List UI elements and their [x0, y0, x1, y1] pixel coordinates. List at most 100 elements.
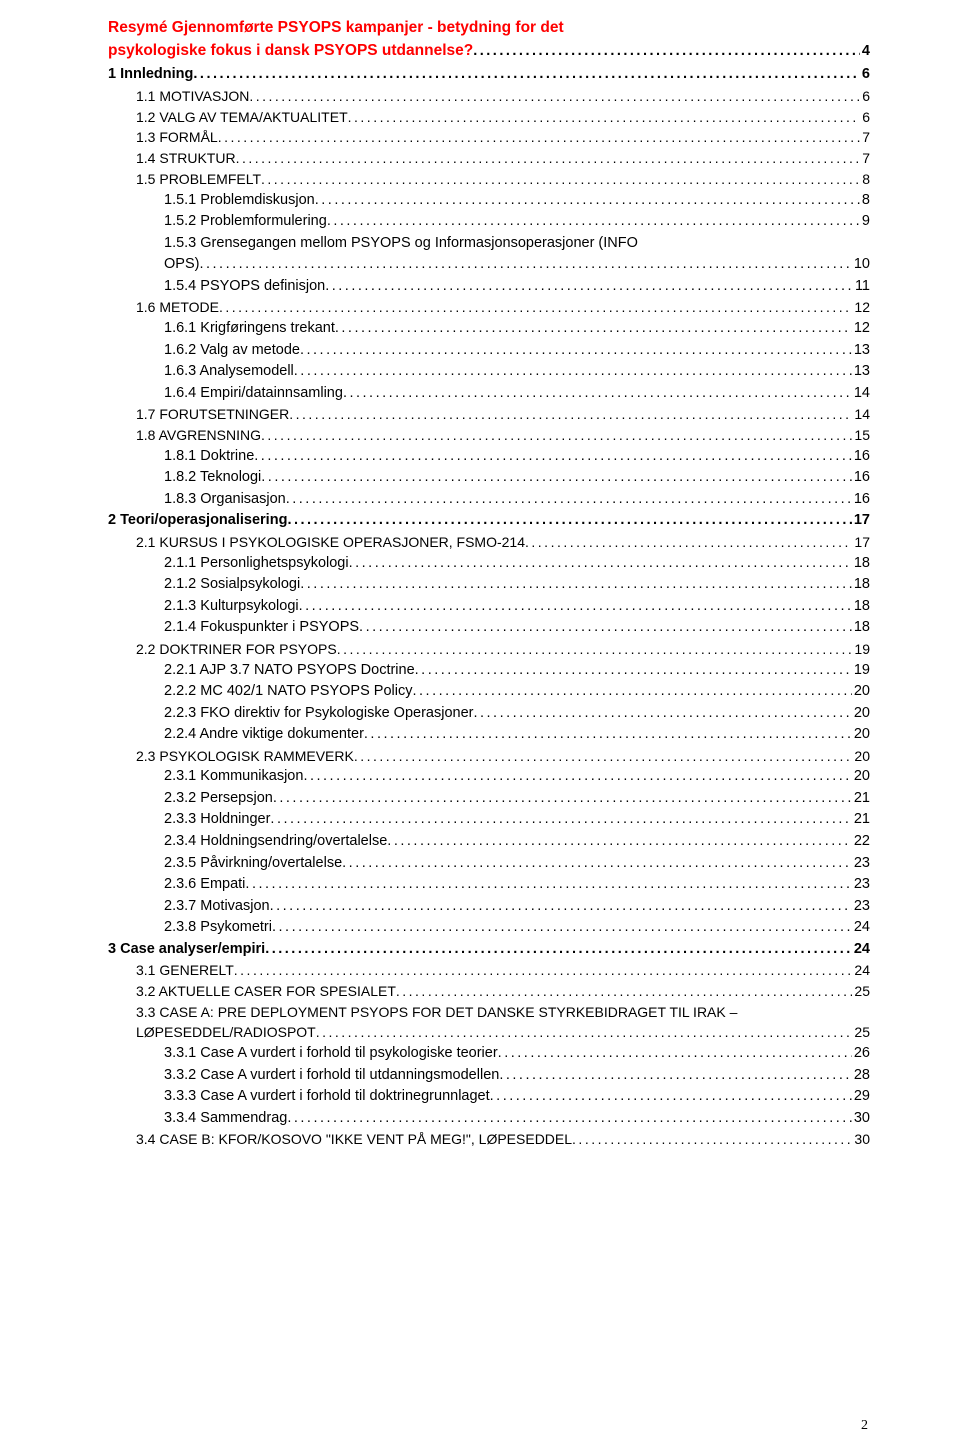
toc-leader — [261, 467, 852, 488]
toc-leader — [359, 617, 852, 638]
toc-leader — [287, 510, 851, 531]
toc-leader — [245, 874, 851, 895]
toc-page: 23 — [852, 853, 870, 874]
toc-label: 2.3.2 Persepsjon — [164, 788, 273, 809]
toc-label: 1.3 FORMÅL — [136, 127, 218, 147]
toc-page: 16 — [852, 467, 870, 488]
toc-entry: 1.2 VALG AV TEMA/AKTUALITET6 — [136, 107, 870, 127]
toc-label: 2.3.3 Holdninger — [164, 809, 270, 830]
toc-label: 2.2.1 AJP 3.7 NATO PSYOPS Doctrine — [164, 660, 415, 681]
toc-entry: 1.5.2 Problemformulering9 — [164, 211, 870, 232]
toc-leader — [270, 809, 851, 830]
toc-page: 30 — [852, 1108, 870, 1129]
toc-entry: 1.6 METODE12 — [136, 297, 870, 317]
toc-container: Resymé Gjennomførte PSYOPS kampanjer - b… — [108, 18, 870, 1150]
toc-entry: 2.2.2 MC 402/1 NATO PSYOPS Policy20 — [164, 681, 870, 702]
toc-entry: 2.3.4 Holdningsendring/overtalelse 22 — [164, 831, 870, 852]
toc-leader — [286, 489, 852, 510]
toc-leader — [499, 1065, 852, 1086]
toc-title-line-2: psykologiske fokus i dansk PSYOPS utdann… — [108, 41, 870, 64]
toc-leader — [219, 297, 852, 317]
toc-label: 1.6.4 Empiri/datainnsamling — [164, 383, 343, 404]
toc-page: 12 — [852, 318, 870, 339]
toc-page: 12 — [852, 297, 870, 317]
toc-label: 1.8.3 Organisasjon — [164, 489, 286, 510]
toc-leader — [218, 127, 861, 147]
toc-entry: 2.1.1 Personlighetspsykologi18 — [164, 553, 870, 574]
toc-label: 3.3.1 Case A vurdert i forhold til psyko… — [164, 1043, 498, 1064]
toc-entry: 2.3.8 Psykometri 24 — [164, 917, 870, 938]
toc-leader — [300, 340, 852, 361]
toc-leader — [236, 148, 861, 168]
toc-entry: 3 Case analyser/empiri24 — [108, 939, 870, 960]
toc-leader — [273, 788, 852, 809]
toc-label: 1.5.1 Problemdiskusjon — [164, 190, 315, 211]
toc-leader — [249, 86, 860, 106]
toc-leader — [254, 446, 852, 467]
toc-entry: 2.1 KURSUS I PSYKOLOGISKE OPERASJONER, F… — [136, 532, 870, 552]
toc-entry: 1.8.2 Teknologi16 — [164, 467, 870, 488]
toc-page: 20 — [852, 766, 870, 787]
toc-entry: 3.3.3 Case A vurdert i forhold til doktr… — [164, 1086, 870, 1107]
toc-entry: 3.3.1 Case A vurdert i forhold til psyko… — [164, 1043, 870, 1064]
toc-label: 1.6.2 Valg av metode — [164, 340, 300, 361]
toc-page: 20 — [852, 724, 870, 745]
toc-label: 1.8.1 Doktrine — [164, 446, 254, 467]
toc-page: 17 — [852, 532, 870, 552]
toc-leader — [335, 318, 852, 339]
toc-page: 18 — [852, 596, 870, 617]
toc-label: 1.6.1 Krigføringens trekant — [164, 318, 335, 339]
toc-entry: 1.6.1 Krigføringens trekant 12 — [164, 318, 870, 339]
toc-page: 16 — [852, 446, 870, 467]
toc-leader — [287, 1108, 852, 1129]
toc-label: 3.3.4 Sammendrag — [164, 1108, 287, 1129]
toc-page: 19 — [852, 660, 870, 681]
toc-entry-continuation: OPS)10 — [164, 254, 870, 275]
toc-label: 1.7 FORUTSETNINGER — [136, 404, 289, 424]
toc-entry: 2.3.7 Motivasjon 23 — [164, 896, 870, 917]
toc-leader — [525, 532, 852, 552]
toc-label: 1.4 STRUKTUR — [136, 148, 236, 168]
toc-label: 3.2 AKTUELLE CASER FOR SPESIALET — [136, 981, 396, 1001]
toc-page: 8 — [860, 169, 870, 189]
toc-label: 3.3.2 Case A vurdert i forhold til utdan… — [164, 1065, 499, 1086]
toc-page: 24 — [852, 939, 870, 960]
toc-leader — [294, 361, 852, 382]
toc-page: 23 — [852, 896, 870, 917]
toc-page: 25 — [852, 981, 870, 1001]
toc-page: 29 — [852, 1086, 870, 1107]
toc-label: 2.1 KURSUS I PSYKOLOGISKE OPERASJONER, F… — [136, 532, 525, 552]
toc-leader — [342, 853, 852, 874]
toc-page: 24 — [852, 917, 870, 938]
toc-entry: 2.1.2 Sosialpsykologi18 — [164, 574, 870, 595]
toc-leader — [270, 896, 852, 917]
toc-page: 7 — [860, 127, 870, 147]
toc-entry: 3.1 GENERELT24 — [136, 960, 870, 980]
toc-leader — [303, 766, 851, 787]
toc-label: 2.3.6 Empati — [164, 874, 245, 895]
toc-entry: 2.3.1 Kommunikasjon20 — [164, 766, 870, 787]
toc-label: 2.3 PSYKOLOGISK RAMMEVERK — [136, 746, 354, 766]
toc-page: 6 — [860, 107, 870, 127]
toc-page: 8 — [860, 190, 870, 211]
toc-leader — [327, 211, 860, 232]
toc-entry: 1.7 FORUTSETNINGER14 — [136, 404, 870, 424]
toc-entry: 3.3 CASE A: PRE DEPLOYMENT PSYOPS FOR DE… — [136, 1002, 870, 1022]
toc-leader — [364, 724, 852, 745]
toc-leader — [572, 1129, 852, 1149]
toc-label: 2.3.7 Motivasjon — [164, 896, 270, 917]
toc-entry: 1.4 STRUKTUR7 — [136, 148, 870, 168]
toc-entry: 2 Teori/operasjonalisering17 — [108, 510, 870, 531]
toc-page: 22 — [852, 831, 870, 852]
toc-page: 24 — [852, 960, 870, 980]
toc-entry: 1.5 PROBLEMFELT8 — [136, 169, 870, 189]
toc-entry: 1.5.4 PSYOPS definisjon11 — [164, 276, 870, 297]
toc-leader — [325, 276, 853, 297]
toc-page: 14 — [852, 383, 870, 404]
toc-entry: 1.1 MOTIVASJON6 — [136, 86, 870, 106]
toc-label: 2.3.4 Holdningsendring/overtalelse — [164, 831, 387, 852]
toc-leader — [387, 831, 852, 852]
toc-label: 2.3.5 Påvirkning/overtalelse — [164, 853, 342, 874]
toc-leader — [193, 64, 860, 85]
toc-label: 2.3.8 Psykometri — [164, 917, 272, 938]
